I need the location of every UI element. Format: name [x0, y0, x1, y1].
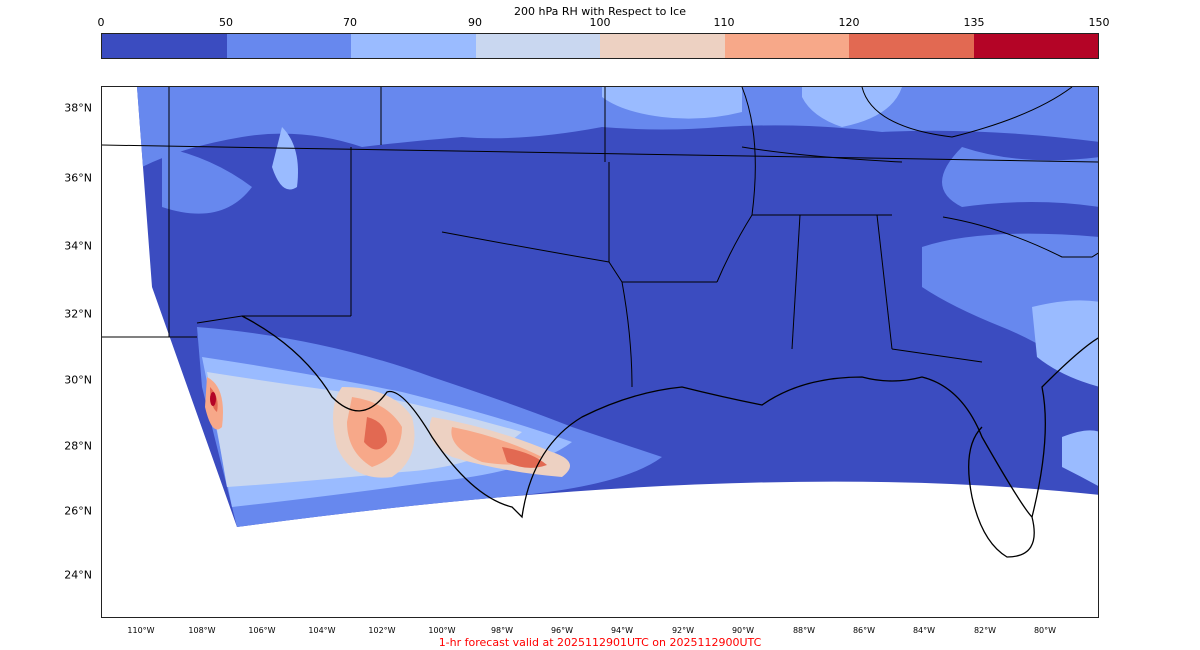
lon-label: 86°W [852, 626, 876, 635]
colorbar-segment [724, 34, 849, 58]
colorbar-tick: 0 [97, 16, 105, 29]
lon-label: 96°W [550, 626, 574, 635]
lat-label: 26°N [64, 504, 92, 518]
colorbar-segment [600, 34, 725, 58]
colorbar [101, 33, 1099, 59]
colorbar-segment [475, 34, 600, 58]
colorbar-tick: 90 [468, 16, 482, 29]
lon-label: 98°W [490, 626, 514, 635]
forecast-caption: 1-hr forecast valid at 2025112901UTC on … [438, 636, 762, 649]
coastline [241, 315, 1098, 558]
lat-label: 34°N [64, 239, 92, 253]
colorbar-tick: 120 [838, 16, 860, 29]
lat-label: 30°N [64, 373, 92, 387]
lon-label: 106°W [248, 626, 276, 635]
state-borders [102, 87, 1098, 388]
lon-label: 110°W [127, 626, 155, 635]
lon-label: 94°W [610, 626, 634, 635]
lon-label: 102°W [368, 626, 396, 635]
colorbar-segment [351, 34, 476, 58]
lon-label: 108°W [188, 626, 216, 635]
colorbar-title: 200 hPa RH with Respect to Ice [514, 5, 686, 18]
map-panel [101, 86, 1099, 618]
lon-label: 104°W [308, 626, 336, 635]
lon-label: 100°W [428, 626, 456, 635]
colorbar-tick: 110 [713, 16, 735, 29]
colorbar-tick: 100 [589, 16, 611, 29]
lon-label: 90°W [731, 626, 755, 635]
rh-field [102, 87, 1098, 527]
lon-label: 82°W [973, 626, 997, 635]
lon-label: 84°W [912, 626, 936, 635]
colorbar-tick: 70 [343, 16, 357, 29]
lon-label: 88°W [792, 626, 816, 635]
colorbar-segment [849, 34, 974, 58]
colorbar-segment [102, 34, 227, 58]
lat-label: 24°N [64, 568, 92, 582]
lat-label: 38°N [64, 101, 92, 115]
colorbar-segment [226, 34, 351, 58]
map-svg [102, 87, 1098, 558]
lat-label: 28°N [64, 439, 92, 453]
colorbar-tick: 150 [1088, 16, 1110, 29]
lat-label: 32°N [64, 307, 92, 321]
colorbar-tick: 50 [219, 16, 233, 29]
colorbar-tick: 135 [963, 16, 985, 29]
lat-label: 36°N [64, 171, 92, 185]
colorbar-segment [973, 34, 1098, 58]
lon-label: 92°W [671, 626, 695, 635]
lon-label: 80°W [1033, 626, 1057, 635]
